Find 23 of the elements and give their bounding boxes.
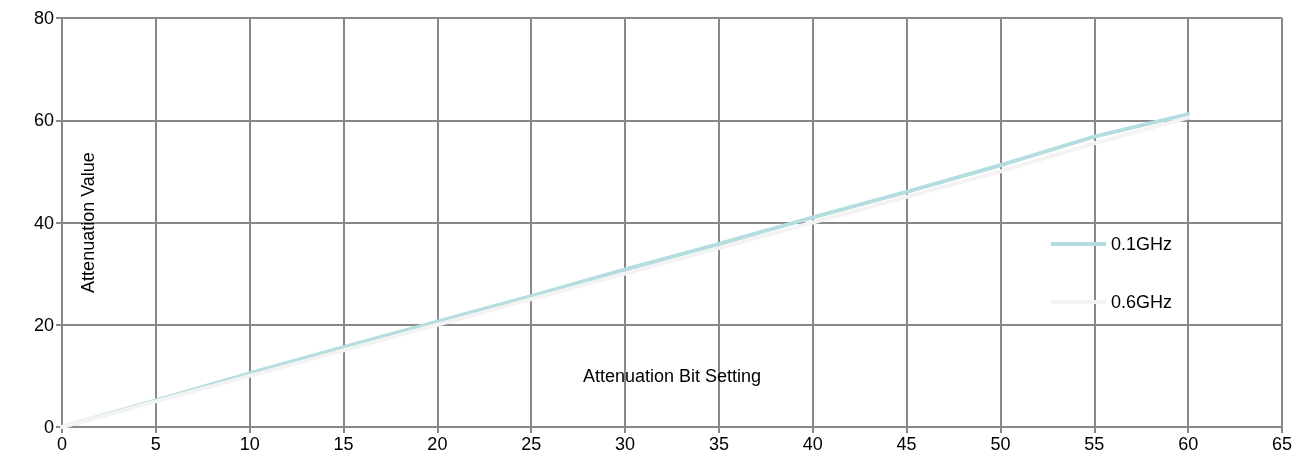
x-tick-label: 15 [333,434,354,454]
x-tick-label: 40 [802,434,823,454]
x-tick-label: 65 [1271,434,1293,454]
x-tick-label: 50 [990,434,1011,454]
x-tick-label: 30 [615,434,636,454]
x-tick-label: 35 [708,434,729,454]
y-tick-label: 0 [43,417,54,437]
y-tick-label: 20 [33,314,54,335]
y-axis-title: Attenuation Value [78,152,98,293]
y-tick-label: 40 [33,212,54,233]
x-tick-label: 25 [521,434,542,454]
x-tick-label: 55 [1084,434,1105,454]
y-tick-label: 80 [33,8,54,28]
x-tick-label: 60 [1178,434,1199,454]
x-tick-label: 45 [896,434,917,454]
y-tick-label: 60 [33,110,54,131]
x-tick-label: 0 [56,434,68,454]
x-tick-label: 10 [239,434,260,454]
legend-label: 0.1GHz [1110,234,1173,254]
legend-label: 0.6GHz [1110,292,1173,312]
x-tick-label: 5 [150,434,161,454]
x-tick-label: 20 [427,434,448,454]
x-axis-title: Attenuation Bit Setting [582,366,762,386]
